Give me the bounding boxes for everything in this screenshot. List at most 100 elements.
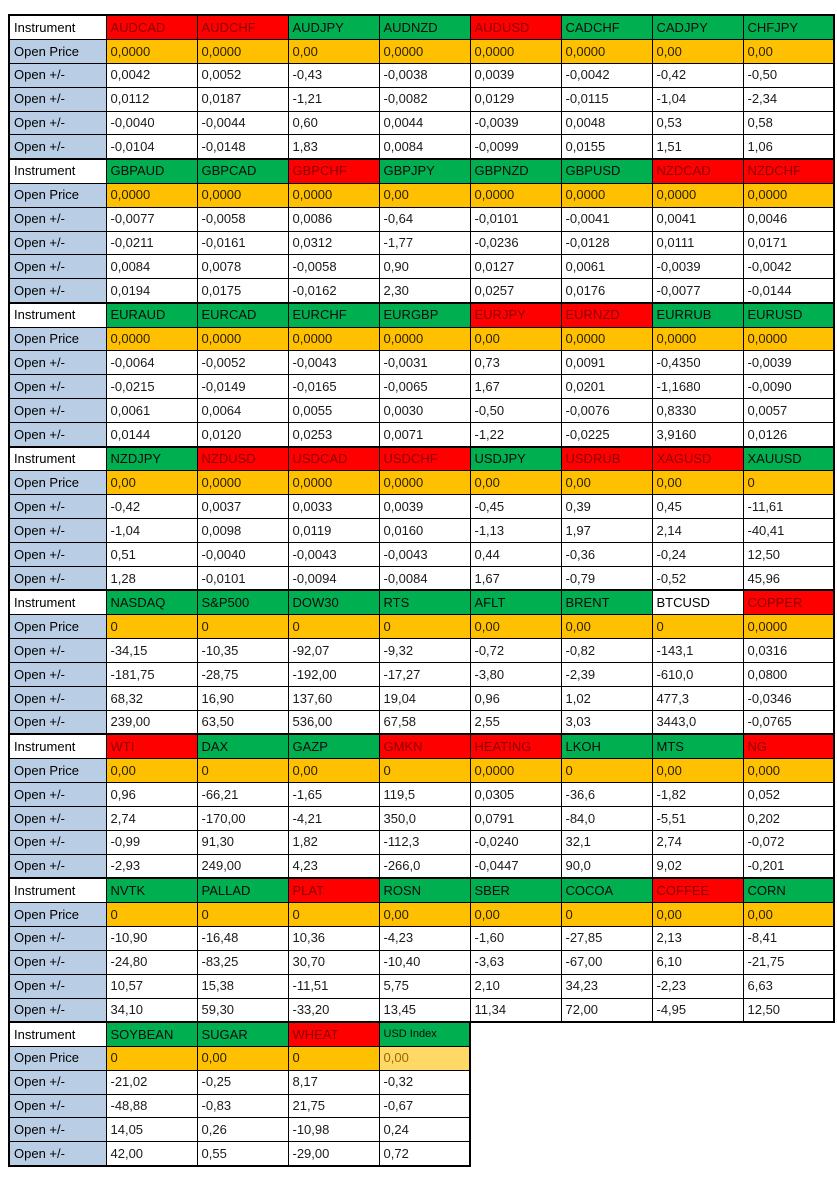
open-change-s-p500-3: 16,90 bbox=[196, 685, 289, 711]
open-change-usdchf-3: -0,0043 bbox=[378, 542, 471, 567]
open-change-chfjpy-3: 0,58 bbox=[742, 110, 835, 136]
open-change-corn-4: 12,50 bbox=[742, 997, 835, 1023]
open-price-rosn: 0,00 bbox=[378, 901, 471, 927]
open-change-sber-3: 2,10 bbox=[469, 973, 562, 999]
open-change-usdjpy-1: -0,45 bbox=[469, 494, 562, 520]
open-change-eurnzd-2: 0,0201 bbox=[560, 374, 653, 400]
open-change-aflt-1: -0,72 bbox=[469, 638, 562, 664]
open-price-audcad: 0,0000 bbox=[105, 38, 198, 64]
table-row: Open Price 0 0 0 0,00 0,00 0 0,00 0,00 bbox=[8, 901, 835, 927]
open-change-usdrub-3: -0,36 bbox=[560, 542, 653, 567]
open-change-copper-4: -0,0765 bbox=[742, 709, 835, 736]
table-row: Open +/- -0,0040 -0,0044 0,60 0,0044 -0,0039 0… bbox=[8, 110, 835, 136]
row-label-open-change: Open +/- bbox=[8, 1093, 107, 1119]
table-row: Open +/- 0,0194 0,0175 -0,0162 2,30 0,0257 0,0… bbox=[8, 278, 835, 304]
open-change-eurusd-2: -0,0090 bbox=[742, 374, 835, 400]
instrument-block-7: Instrument NVTK PALLAD PLAT ROSN SBER COCOA COF… bbox=[8, 877, 835, 1024]
row-label-open-change: Open +/- bbox=[8, 398, 107, 424]
open-change-gbpaud-3: 0,0084 bbox=[105, 254, 198, 280]
open-price-usdrub: 0,00 bbox=[560, 470, 653, 496]
row-label-open-change: Open +/- bbox=[8, 949, 107, 975]
open-change-euraud-3: 0,0061 bbox=[105, 398, 198, 424]
open-change-sugar-1: -0,25 bbox=[196, 1069, 289, 1095]
instrument-name-audjpy: AUDJPY bbox=[287, 14, 380, 40]
open-change-lkoh-3: 32,1 bbox=[560, 829, 653, 855]
open-price-nzdjpy: 0,00 bbox=[105, 470, 198, 496]
open-price-mts: 0,00 bbox=[651, 758, 744, 783]
open-change-gbpusd-1: -0,0041 bbox=[560, 206, 653, 232]
open-change-usdchf-4: -0,0084 bbox=[378, 565, 471, 592]
instrument-name-btcusd: BTCUSD bbox=[651, 589, 744, 616]
open-change-usdjpy-2: -1,13 bbox=[469, 518, 562, 544]
open-change-wheat-2: 21,75 bbox=[287, 1093, 380, 1119]
open-price-gbpchf: 0,0000 bbox=[287, 182, 380, 208]
instrument-block-3: Instrument EURAUD EURCAD EURCHF EURGBP EURJPY… bbox=[8, 301, 835, 449]
open-change-plat-2: 30,70 bbox=[287, 949, 380, 975]
table-row: Instrument NZDJPY NZDUSD USDCAD USDCHF USDJPY… bbox=[8, 446, 835, 472]
table-row: Open +/- 0,0061 0,0064 0,0055 0,0030 -0,50 -0,… bbox=[8, 398, 835, 424]
open-price-eurjpy: 0,00 bbox=[469, 326, 562, 352]
open-change-eurgbp-3: 0,0030 bbox=[378, 398, 471, 424]
open-change-nzdcad-3: -0,0039 bbox=[651, 254, 744, 280]
open-change-aflt-4: 2,55 bbox=[469, 709, 562, 736]
instrument-name-eurusd: EURUSD bbox=[742, 302, 835, 328]
open-change-usd-index-4: 0,72 bbox=[378, 1141, 471, 1167]
open-change-heating-3: -0,0240 bbox=[469, 829, 562, 855]
open-price-euraud: 0,0000 bbox=[105, 326, 198, 352]
open-change-audnzd-3: 0,0044 bbox=[378, 110, 471, 136]
instrument-name-audchf: AUDCHF bbox=[196, 14, 289, 40]
row-label-open-change: Open +/- bbox=[8, 829, 107, 855]
open-change-audcad-4: -0,0104 bbox=[105, 134, 198, 160]
row-label-open-change: Open +/- bbox=[8, 230, 107, 256]
open-price-gbpnzd: 0,0000 bbox=[469, 182, 562, 208]
open-change-nzdjpy-4: 1,28 bbox=[105, 565, 198, 592]
instrument-name-plat: PLAT bbox=[287, 877, 380, 903]
open-change-nzdchf-4: -0,0144 bbox=[742, 278, 835, 304]
row-label-open-change: Open +/- bbox=[8, 542, 107, 567]
open-change-eurrub-2: -1,1680 bbox=[651, 374, 744, 400]
instrument-name-gbpaud: GBPAUD bbox=[105, 158, 198, 184]
open-change-s-p500-4: 63,50 bbox=[196, 709, 289, 736]
open-change-wheat-1: 8,17 bbox=[287, 1069, 380, 1095]
open-change-gbpchf-3: -0,0058 bbox=[287, 254, 380, 280]
row-label-instrument: Instrument bbox=[8, 446, 107, 472]
table-row: Open +/- 10,57 15,38 -11,51 5,75 2,10 34,23 -2,… bbox=[8, 973, 835, 999]
open-change-chfjpy-2: -2,34 bbox=[742, 86, 835, 112]
open-change-brent-1: -0,82 bbox=[560, 638, 653, 664]
open-price-pallad: 0 bbox=[196, 901, 289, 927]
open-change-aflt-3: 0,96 bbox=[469, 685, 562, 711]
open-change-brent-3: 1,02 bbox=[560, 685, 653, 711]
open-change-gbpcad-1: -0,0058 bbox=[196, 206, 289, 232]
open-change-sugar-4: 0,55 bbox=[196, 1141, 289, 1167]
table-row: Open +/- 68,32 16,90 137,60 19,04 0,96 1,02 477… bbox=[8, 685, 835, 711]
open-change-euraud-2: -0,0215 bbox=[105, 374, 198, 400]
open-price-eurcad: 0,0000 bbox=[196, 326, 289, 352]
open-price-cadchf: 0,0000 bbox=[560, 38, 653, 64]
open-change-audcad-2: 0,0112 bbox=[105, 86, 198, 112]
open-price-dow30: 0 bbox=[287, 614, 380, 640]
table-row: Open +/- -0,0064 -0,0052 -0,0043 -0,0031 0,73… bbox=[8, 350, 835, 376]
table-row: Open +/- -34,15 -10,35 -92,07 -9,32 -0,72 -0,8… bbox=[8, 638, 835, 664]
open-change-rosn-4: 13,45 bbox=[378, 997, 471, 1023]
open-change-sugar-3: 0,26 bbox=[196, 1117, 289, 1143]
open-change-usd-index-1: -0,32 bbox=[378, 1069, 471, 1095]
open-change-usdrub-1: 0,39 bbox=[560, 494, 653, 520]
instrument-name-xauusd: XAUUSD bbox=[742, 446, 835, 472]
open-change-copper-3: -0,0346 bbox=[742, 685, 835, 711]
open-change-mts-4: 9,02 bbox=[651, 853, 744, 880]
instrument-name-eurnzd: EURNZD bbox=[560, 302, 653, 328]
instrument-name-corn: CORN bbox=[742, 877, 835, 903]
open-price-xauusd: 0 bbox=[742, 470, 835, 496]
open-change-eurgbp-2: -0,0065 bbox=[378, 374, 471, 400]
open-change-sber-2: -3,63 bbox=[469, 949, 562, 975]
row-label-open-change: Open +/- bbox=[8, 662, 107, 687]
row-label-open-change: Open +/- bbox=[8, 997, 107, 1023]
open-change-usdrub-2: 1,97 bbox=[560, 518, 653, 544]
instrument-name-cocoa: COCOA bbox=[560, 877, 653, 903]
open-change-nzdchf-1: 0,0046 bbox=[742, 206, 835, 232]
open-price-gbpjpy: 0,00 bbox=[378, 182, 471, 208]
open-change-audcad-3: -0,0040 bbox=[105, 110, 198, 136]
open-change-btcusd-2: -610,0 bbox=[651, 662, 744, 687]
row-label-open-price: Open Price bbox=[8, 758, 107, 783]
open-change-gbpnzd-4: 0,0257 bbox=[469, 278, 562, 304]
